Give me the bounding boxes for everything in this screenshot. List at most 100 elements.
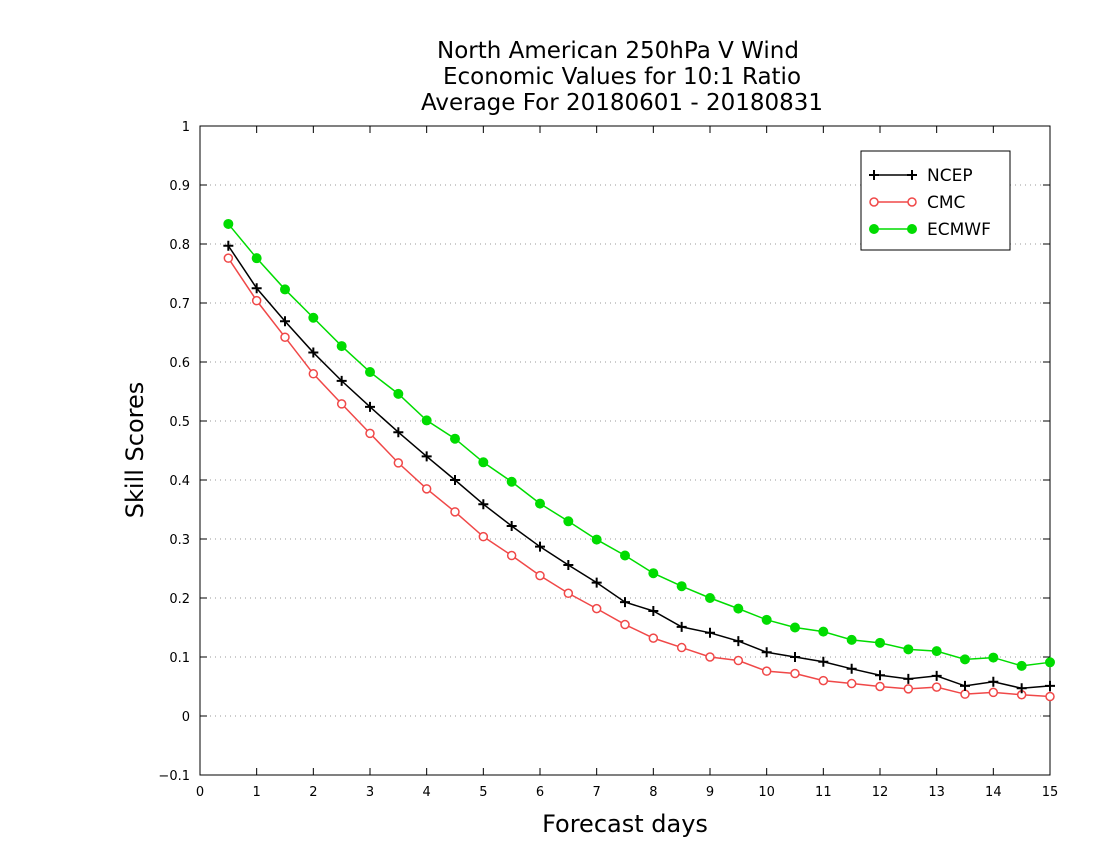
legend: NCEP CMC ECMWF [860,150,1011,251]
y-tick-label: −0.1 [158,769,190,784]
title-line-3: Average For 20180601 - 20180831 [421,90,823,116]
legend-marker [907,224,917,234]
y-tick-label: 0.9 [169,179,190,194]
data-point [421,484,432,494]
plot-frame [199,125,1051,776]
data-point [450,507,460,517]
data-point [960,680,970,691]
legend-marker [869,170,879,180]
data-point [308,312,319,323]
x-tick-label: 13 [928,785,945,800]
legend-marker [869,197,879,207]
data-point [790,652,800,662]
x-tick-label: 4 [423,785,431,800]
data-point [903,673,914,684]
data-point [393,427,404,438]
y-axis: −0.1 0 0.1 0.2 0.3 0.4 0.5 0.6 0.7 0.8 0.9 1 [158,120,1050,784]
data-point [988,687,999,698]
x-tick-label: 14 [985,785,1002,800]
data-point [365,367,375,378]
x-tick-label: 0 [196,785,204,800]
series-ncep [223,240,1055,694]
data-point [223,218,234,229]
data-point [705,627,715,638]
data-point [761,666,772,676]
x-tick-label: 1 [253,785,261,800]
data-point [421,415,432,426]
data-point [761,614,772,625]
x-tick-label: 8 [649,785,657,800]
data-point [676,642,687,653]
data-point [535,498,545,509]
data-point [365,401,375,412]
x-axis-label: Forecast days [542,810,708,838]
data-point [563,516,574,527]
data-point [336,341,347,352]
data-point [251,253,262,264]
legend-item-ecmwf: ECMWF [869,220,991,240]
chart-title: North American 250hPa V Wind Economic Va… [421,38,823,116]
data-point [308,369,319,379]
data-point [365,428,375,439]
data-point [591,534,602,545]
x-tick-label: 9 [706,785,714,800]
data-point [846,634,857,645]
data-point [903,684,914,694]
data-point [535,570,545,581]
data-point [620,619,630,630]
data-point [875,670,885,681]
data-point [1045,691,1055,702]
data-point [761,647,772,658]
data-point [875,681,885,692]
data-point [988,676,999,687]
data-point [563,559,574,570]
data-point [846,663,857,674]
data-point [903,644,914,655]
data-point [535,541,545,552]
data-point [620,550,630,561]
data-point [393,388,404,399]
legend-marker [907,170,917,180]
data-point [790,668,800,679]
data-point [251,295,262,306]
y-tick-label: 0.1 [169,651,190,666]
data-point [563,588,574,599]
data-point [591,577,602,588]
data-point [648,605,659,616]
data-point [223,253,234,263]
title-line-2: Economic Values for 10:1 Ratio [443,64,801,90]
data-point [450,475,460,485]
legend-label: NCEP [927,166,973,186]
data-point [818,626,829,637]
y-axis-label: Skill Scores [121,382,149,519]
y-tick-label: 0.7 [169,297,190,312]
data-point [676,621,687,632]
data-point [251,283,262,294]
y-tick-label: 0.3 [169,533,190,548]
gridlines [200,184,1050,717]
data-point [818,656,829,667]
y-tick-label: 0.8 [169,238,190,253]
y-tick-label: 1 [182,120,190,135]
series-line [227,223,1051,667]
data-point [308,347,319,358]
series-layer [223,218,1055,702]
data-point [223,240,234,251]
data-point [790,622,800,633]
y-tick-label: 0 [182,710,190,725]
data-point [280,332,290,342]
data-point [931,646,942,657]
data-point [336,375,347,386]
y-tick-label: 0.5 [169,415,190,430]
data-point [648,633,659,643]
legend-box [860,150,1011,251]
legend-label: CMC [927,193,965,213]
data-point [421,451,432,462]
series-line [227,257,1051,698]
data-point [1016,660,1027,671]
data-point [450,433,460,444]
data-point [705,652,715,662]
data-point [280,316,290,327]
x-tick-label: 7 [593,785,601,800]
